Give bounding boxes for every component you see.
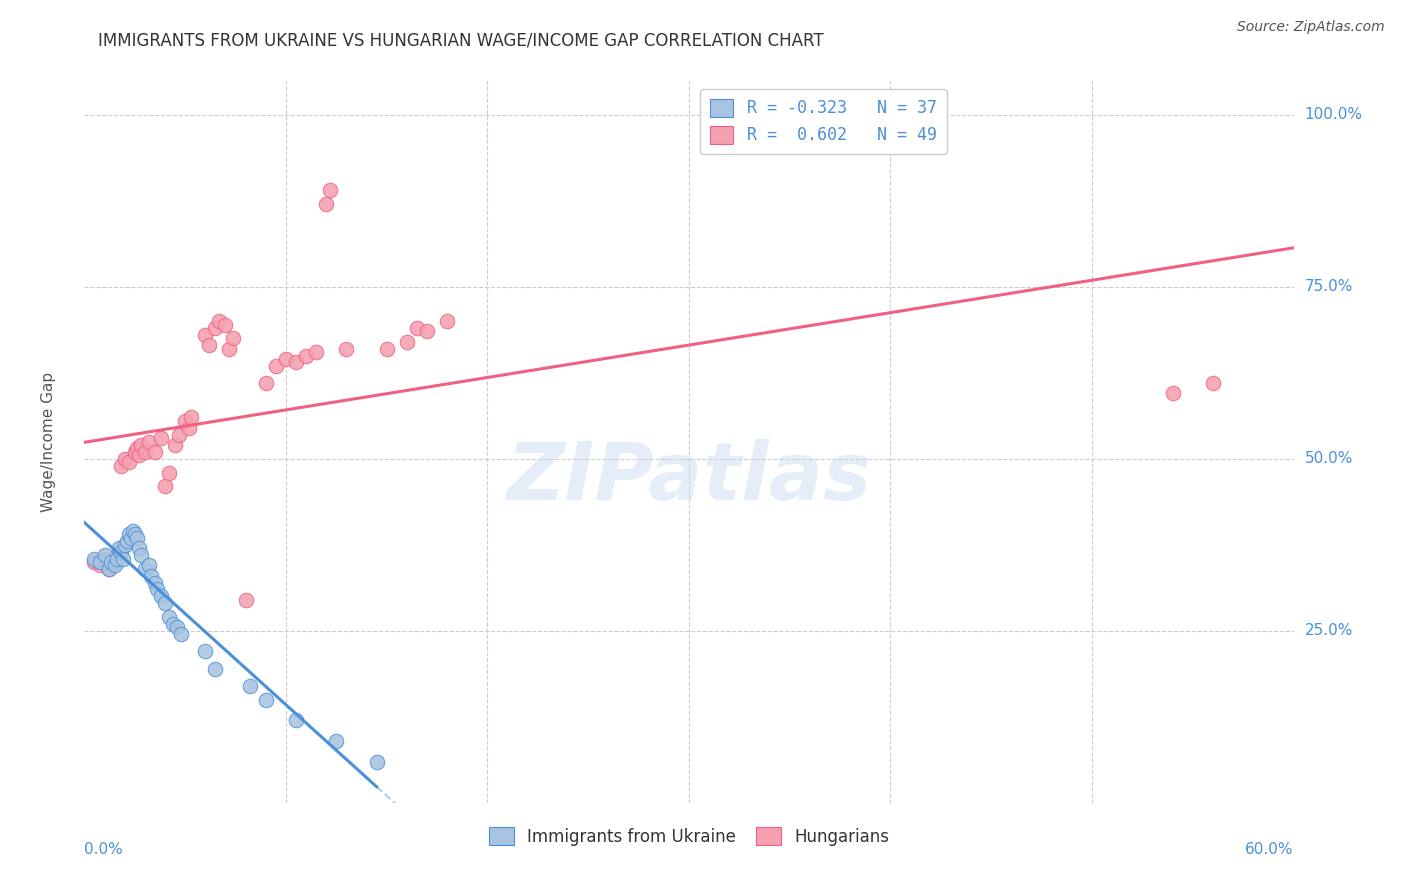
Text: Source: ZipAtlas.com: Source: ZipAtlas.com xyxy=(1237,20,1385,34)
Point xyxy=(325,734,347,748)
Point xyxy=(93,548,115,562)
Point xyxy=(167,427,190,442)
Point xyxy=(129,438,152,452)
Point xyxy=(208,314,231,328)
Point xyxy=(105,551,128,566)
Point xyxy=(375,342,398,356)
Point xyxy=(139,568,162,582)
Point xyxy=(114,451,136,466)
Point xyxy=(198,338,221,352)
Point xyxy=(274,351,297,366)
Point xyxy=(165,438,187,452)
Point xyxy=(204,662,226,676)
Point xyxy=(107,541,129,556)
Text: 100.0%: 100.0% xyxy=(1305,107,1362,122)
Point xyxy=(138,558,160,573)
Point xyxy=(143,575,166,590)
Point xyxy=(285,713,308,727)
Point xyxy=(125,442,148,456)
Point xyxy=(100,558,122,573)
Point xyxy=(235,592,257,607)
Point xyxy=(264,359,287,373)
Point xyxy=(194,327,217,342)
Point xyxy=(83,551,105,566)
Point xyxy=(138,434,160,449)
Point xyxy=(97,562,120,576)
Text: IMMIGRANTS FROM UKRAINE VS HUNGARIAN WAGE/INCOME GAP CORRELATION CHART: IMMIGRANTS FROM UKRAINE VS HUNGARIAN WAG… xyxy=(98,31,824,49)
Point xyxy=(143,445,166,459)
Point xyxy=(115,534,138,549)
Point xyxy=(128,448,150,462)
Point xyxy=(366,755,388,769)
Point xyxy=(83,555,105,569)
Point xyxy=(295,349,318,363)
Text: 0.0%: 0.0% xyxy=(84,842,124,856)
Point xyxy=(124,445,146,459)
Point xyxy=(149,590,172,604)
Text: 75.0%: 75.0% xyxy=(1305,279,1353,294)
Point xyxy=(319,183,342,197)
Point xyxy=(110,544,132,558)
Point xyxy=(104,558,127,573)
Point xyxy=(204,321,226,335)
Point xyxy=(174,414,197,428)
Point xyxy=(285,355,308,369)
Point xyxy=(121,524,143,538)
Point xyxy=(305,345,328,359)
Text: 25.0%: 25.0% xyxy=(1305,624,1353,639)
Point xyxy=(315,197,337,211)
Point xyxy=(180,410,202,425)
Point xyxy=(416,325,439,339)
Point xyxy=(97,562,120,576)
Point xyxy=(134,562,156,576)
Point xyxy=(118,455,141,469)
Point xyxy=(214,318,236,332)
Point xyxy=(157,610,180,624)
Point xyxy=(239,679,262,693)
Point xyxy=(129,548,152,562)
Point xyxy=(222,331,245,345)
Point xyxy=(153,479,176,493)
Point xyxy=(166,620,188,634)
Point xyxy=(1202,376,1225,390)
Point xyxy=(218,342,240,356)
Point xyxy=(118,527,141,541)
Point xyxy=(128,541,150,556)
Point xyxy=(406,321,429,335)
Point xyxy=(114,538,136,552)
Point xyxy=(105,548,128,562)
Point xyxy=(104,555,127,569)
Point xyxy=(162,616,184,631)
Point xyxy=(134,445,156,459)
Point xyxy=(436,314,458,328)
Point xyxy=(149,431,172,445)
Point xyxy=(110,458,132,473)
Point xyxy=(125,531,148,545)
Point xyxy=(89,555,111,569)
Point xyxy=(1161,386,1184,401)
Point xyxy=(194,644,217,658)
Point xyxy=(157,466,180,480)
Legend: Immigrants from Ukraine, Hungarians: Immigrants from Ukraine, Hungarians xyxy=(482,821,896,852)
Point xyxy=(254,376,277,390)
Point xyxy=(254,692,277,706)
Point xyxy=(395,334,418,349)
Point xyxy=(153,596,176,610)
Point xyxy=(111,551,134,566)
Point xyxy=(124,527,146,541)
Point xyxy=(335,342,357,356)
Point xyxy=(170,627,193,641)
Point xyxy=(179,421,201,435)
Text: ZIPatlas: ZIPatlas xyxy=(506,439,872,516)
Point xyxy=(146,582,169,597)
Text: 60.0%: 60.0% xyxy=(1246,842,1294,856)
Text: 50.0%: 50.0% xyxy=(1305,451,1353,467)
Point xyxy=(120,531,142,545)
Point xyxy=(93,551,115,566)
Point xyxy=(89,558,111,573)
Point xyxy=(100,555,122,569)
Text: Wage/Income Gap: Wage/Income Gap xyxy=(41,371,56,512)
